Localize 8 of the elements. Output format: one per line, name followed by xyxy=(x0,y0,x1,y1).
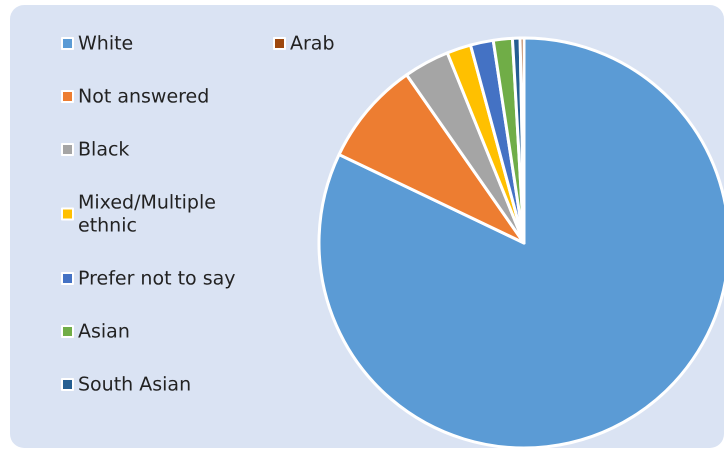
legend-label: Black xyxy=(78,138,130,160)
legend-label: Prefer not to say xyxy=(78,268,236,290)
legend-label: South Asian xyxy=(78,374,192,396)
legend-label: Arab xyxy=(290,32,335,54)
legend-label: White xyxy=(78,32,134,54)
legend-label: Mixed/Multiple ethnic xyxy=(78,192,222,236)
legend-label: Not answered xyxy=(78,86,210,108)
legend-label: Asian xyxy=(78,320,130,342)
